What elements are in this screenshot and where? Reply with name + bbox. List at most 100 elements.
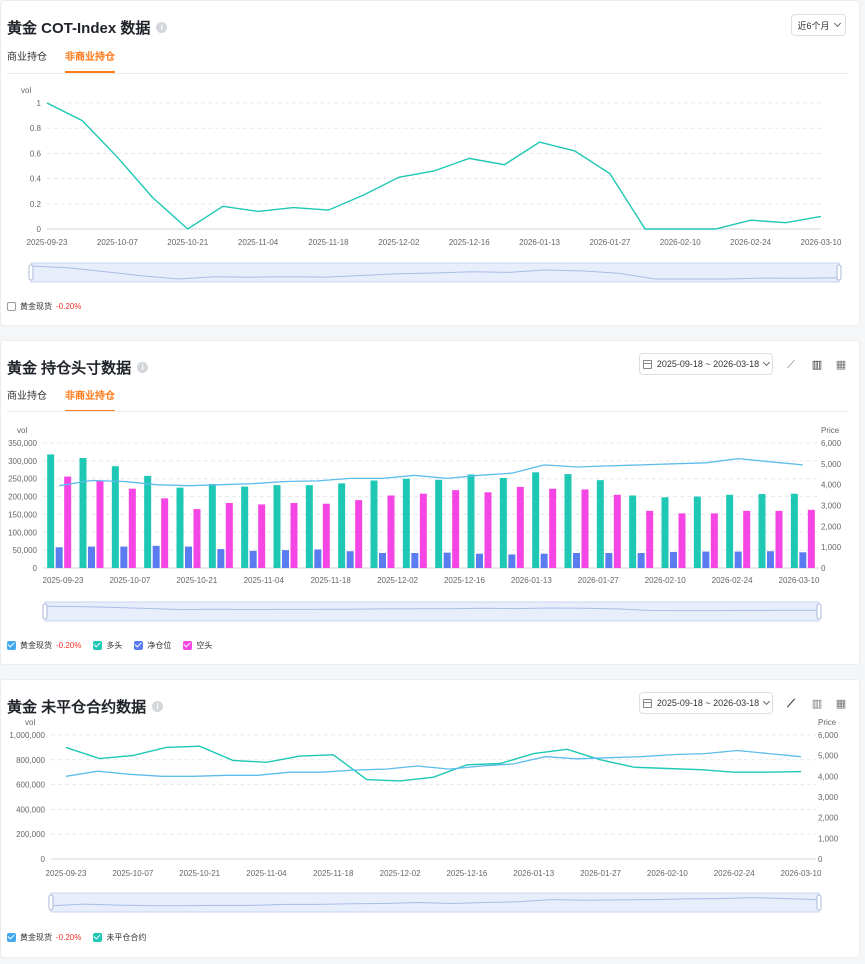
- x-tick-label: 2025-12-16: [449, 238, 490, 247]
- y2-tick-label: 4,000: [818, 772, 839, 781]
- x-tick-label: 2026-02-10: [647, 869, 688, 878]
- bar-net: [120, 546, 128, 568]
- x-tick-label: 2026-01-27: [589, 238, 630, 247]
- legend-item-short[interactable]: 空头: [183, 640, 212, 651]
- checkbox-icon: [7, 641, 16, 650]
- bar-short: [322, 503, 330, 568]
- bar-net: [702, 551, 710, 568]
- y2-tick-label: 3,000: [818, 793, 839, 802]
- positions-panel-title: 黄金 持仓头寸数据 i: [7, 357, 149, 378]
- cot-index-chart: vol 1 0.8 0.6 0.4 0.2 0 2025-09-23 2025-10-07 202…: [21, 86, 842, 283]
- bar-net: [314, 549, 322, 568]
- bar-long: [629, 495, 637, 568]
- x-tick-label: 2025-09-23: [43, 576, 84, 585]
- y2-tick-label: 1,000: [818, 834, 839, 843]
- bar-long: [564, 474, 572, 568]
- zoom-handle-right: [816, 894, 822, 911]
- table-icon[interactable]: ▦: [835, 698, 847, 710]
- cot-index-panel: 黄金 COT-Index 数据 i 近6个月 商业持仓 非商业持仓 vol 1 0.…: [0, 0, 860, 326]
- bar-net: [540, 553, 548, 568]
- table-icon[interactable]: ▦: [835, 359, 847, 371]
- x-tick-label: 2025-10-07: [109, 576, 150, 585]
- y-tick-label: 1,000,000: [9, 731, 45, 740]
- x-tick-label: 2025-11-04: [244, 576, 285, 585]
- y-tick-label: 300,000: [8, 457, 37, 466]
- x-tick-label: 2025-12-02: [377, 576, 418, 585]
- x-tick-label: 2026-01-13: [519, 238, 560, 247]
- bar-long: [790, 493, 798, 568]
- y-tick-label: 0.4: [30, 175, 42, 184]
- y2-tick-label: 5,000: [821, 460, 842, 469]
- positions-panel: 黄金 持仓头寸数据 i 2025-09-18 ~ 2026-03-18 ⟋ ▥ …: [0, 340, 860, 665]
- zoom-handle-right: [816, 603, 822, 620]
- info-icon[interactable]: i: [137, 362, 149, 373]
- x-tick-label: 2025-09-23: [27, 238, 68, 247]
- y-tick-label: 200,000: [16, 830, 45, 839]
- checkbox-icon: [7, 933, 16, 942]
- open-interest-panel: 黄金 未平仓合约数据 i 2025-09-18 ~ 2026-03-18 ⟋ ▥…: [0, 679, 860, 958]
- y2-tick-label: 5,000: [818, 752, 839, 761]
- tab-commercial[interactable]: 商业持仓: [7, 52, 47, 63]
- bar-long: [241, 486, 249, 568]
- info-icon[interactable]: i: [152, 701, 164, 712]
- legend-change: -0.20%: [56, 302, 82, 311]
- bar-short: [355, 500, 363, 568]
- tab-commercial[interactable]: 商业持仓: [7, 391, 47, 402]
- legend-item-gold-spot[interactable]: 黄金现货 -0.20%: [7, 932, 81, 943]
- bar-long: [596, 480, 604, 568]
- bar-short: [516, 486, 524, 568]
- bar-net: [573, 553, 580, 568]
- bar-chart-icon[interactable]: ▥: [811, 698, 823, 710]
- chevron-down-icon: [763, 358, 771, 367]
- x-tick-label: 2025-10-21: [179, 869, 220, 878]
- x-tick-label: 2025-10-21: [176, 576, 217, 585]
- range-select[interactable]: 近6个月: [791, 14, 846, 36]
- legend-item-net[interactable]: 净仓位: [134, 640, 171, 651]
- bar-short: [387, 495, 395, 568]
- bar-long: [726, 494, 734, 568]
- x-tick-label: 2026-02-24: [714, 869, 755, 878]
- bar-long: [305, 485, 313, 568]
- bar-chart-icon[interactable]: ▥: [811, 359, 823, 371]
- bar-short: [193, 509, 201, 568]
- zoom-slider-preview: [30, 265, 840, 280]
- bar-short: [128, 488, 136, 568]
- y-tick-label: 800,000: [16, 756, 45, 765]
- legend-item-open-interest[interactable]: 未平仓合约: [93, 932, 146, 943]
- legend-label: 未平仓合约: [106, 933, 147, 942]
- legend-item-gold-spot[interactable]: 黄金现货 -0.20%: [7, 301, 81, 312]
- tab-non-commercial[interactable]: 非商业持仓: [65, 51, 115, 73]
- zoom-handle-left: [42, 603, 48, 620]
- legend-change: -0.20%: [56, 933, 82, 942]
- x-tick-label: 2026-03-10: [801, 238, 842, 247]
- y-tick-label: 0.2: [30, 200, 42, 209]
- bar-long: [111, 466, 119, 568]
- chevron-down-icon: [833, 19, 841, 28]
- date-range-picker[interactable]: 2025-09-18 ~ 2026-03-18: [639, 353, 773, 375]
- bar-long: [402, 478, 410, 568]
- line-chart-icon[interactable]: ⟋: [787, 359, 795, 371]
- bar-net: [185, 546, 192, 568]
- cot-tabs: 商业持仓 非商业持仓: [7, 51, 115, 73]
- y2-tick-label: 0: [821, 564, 826, 573]
- y-tick-label: 0.8: [30, 124, 42, 133]
- legend-item-gold-spot[interactable]: 黄金现货 -0.20%: [7, 640, 81, 651]
- checkbox-icon: [134, 641, 144, 650]
- info-icon[interactable]: i: [156, 22, 168, 33]
- bar-short: [419, 493, 427, 568]
- tab-non-commercial[interactable]: 非商业持仓: [65, 390, 115, 412]
- cot-title-text: 黄金 COT-Index 数据: [7, 20, 151, 37]
- checkbox-icon: [93, 933, 103, 942]
- date-range-picker[interactable]: 2025-09-18 ~ 2026-03-18: [639, 692, 773, 714]
- legend-item-long[interactable]: 多头: [93, 640, 122, 651]
- line-chart-icon[interactable]: ⟋: [787, 698, 795, 710]
- y-tick-label: 1: [37, 99, 42, 108]
- bar-short: [743, 510, 751, 568]
- y-tick-label: 600,000: [16, 781, 45, 790]
- bar-long: [532, 472, 540, 568]
- y2-axis-label: Price: [821, 426, 840, 435]
- legend-label: 黄金现货: [20, 641, 52, 650]
- bar-short: [646, 510, 654, 568]
- y-axis-label: vol: [25, 718, 35, 727]
- checkbox-icon: [183, 641, 193, 650]
